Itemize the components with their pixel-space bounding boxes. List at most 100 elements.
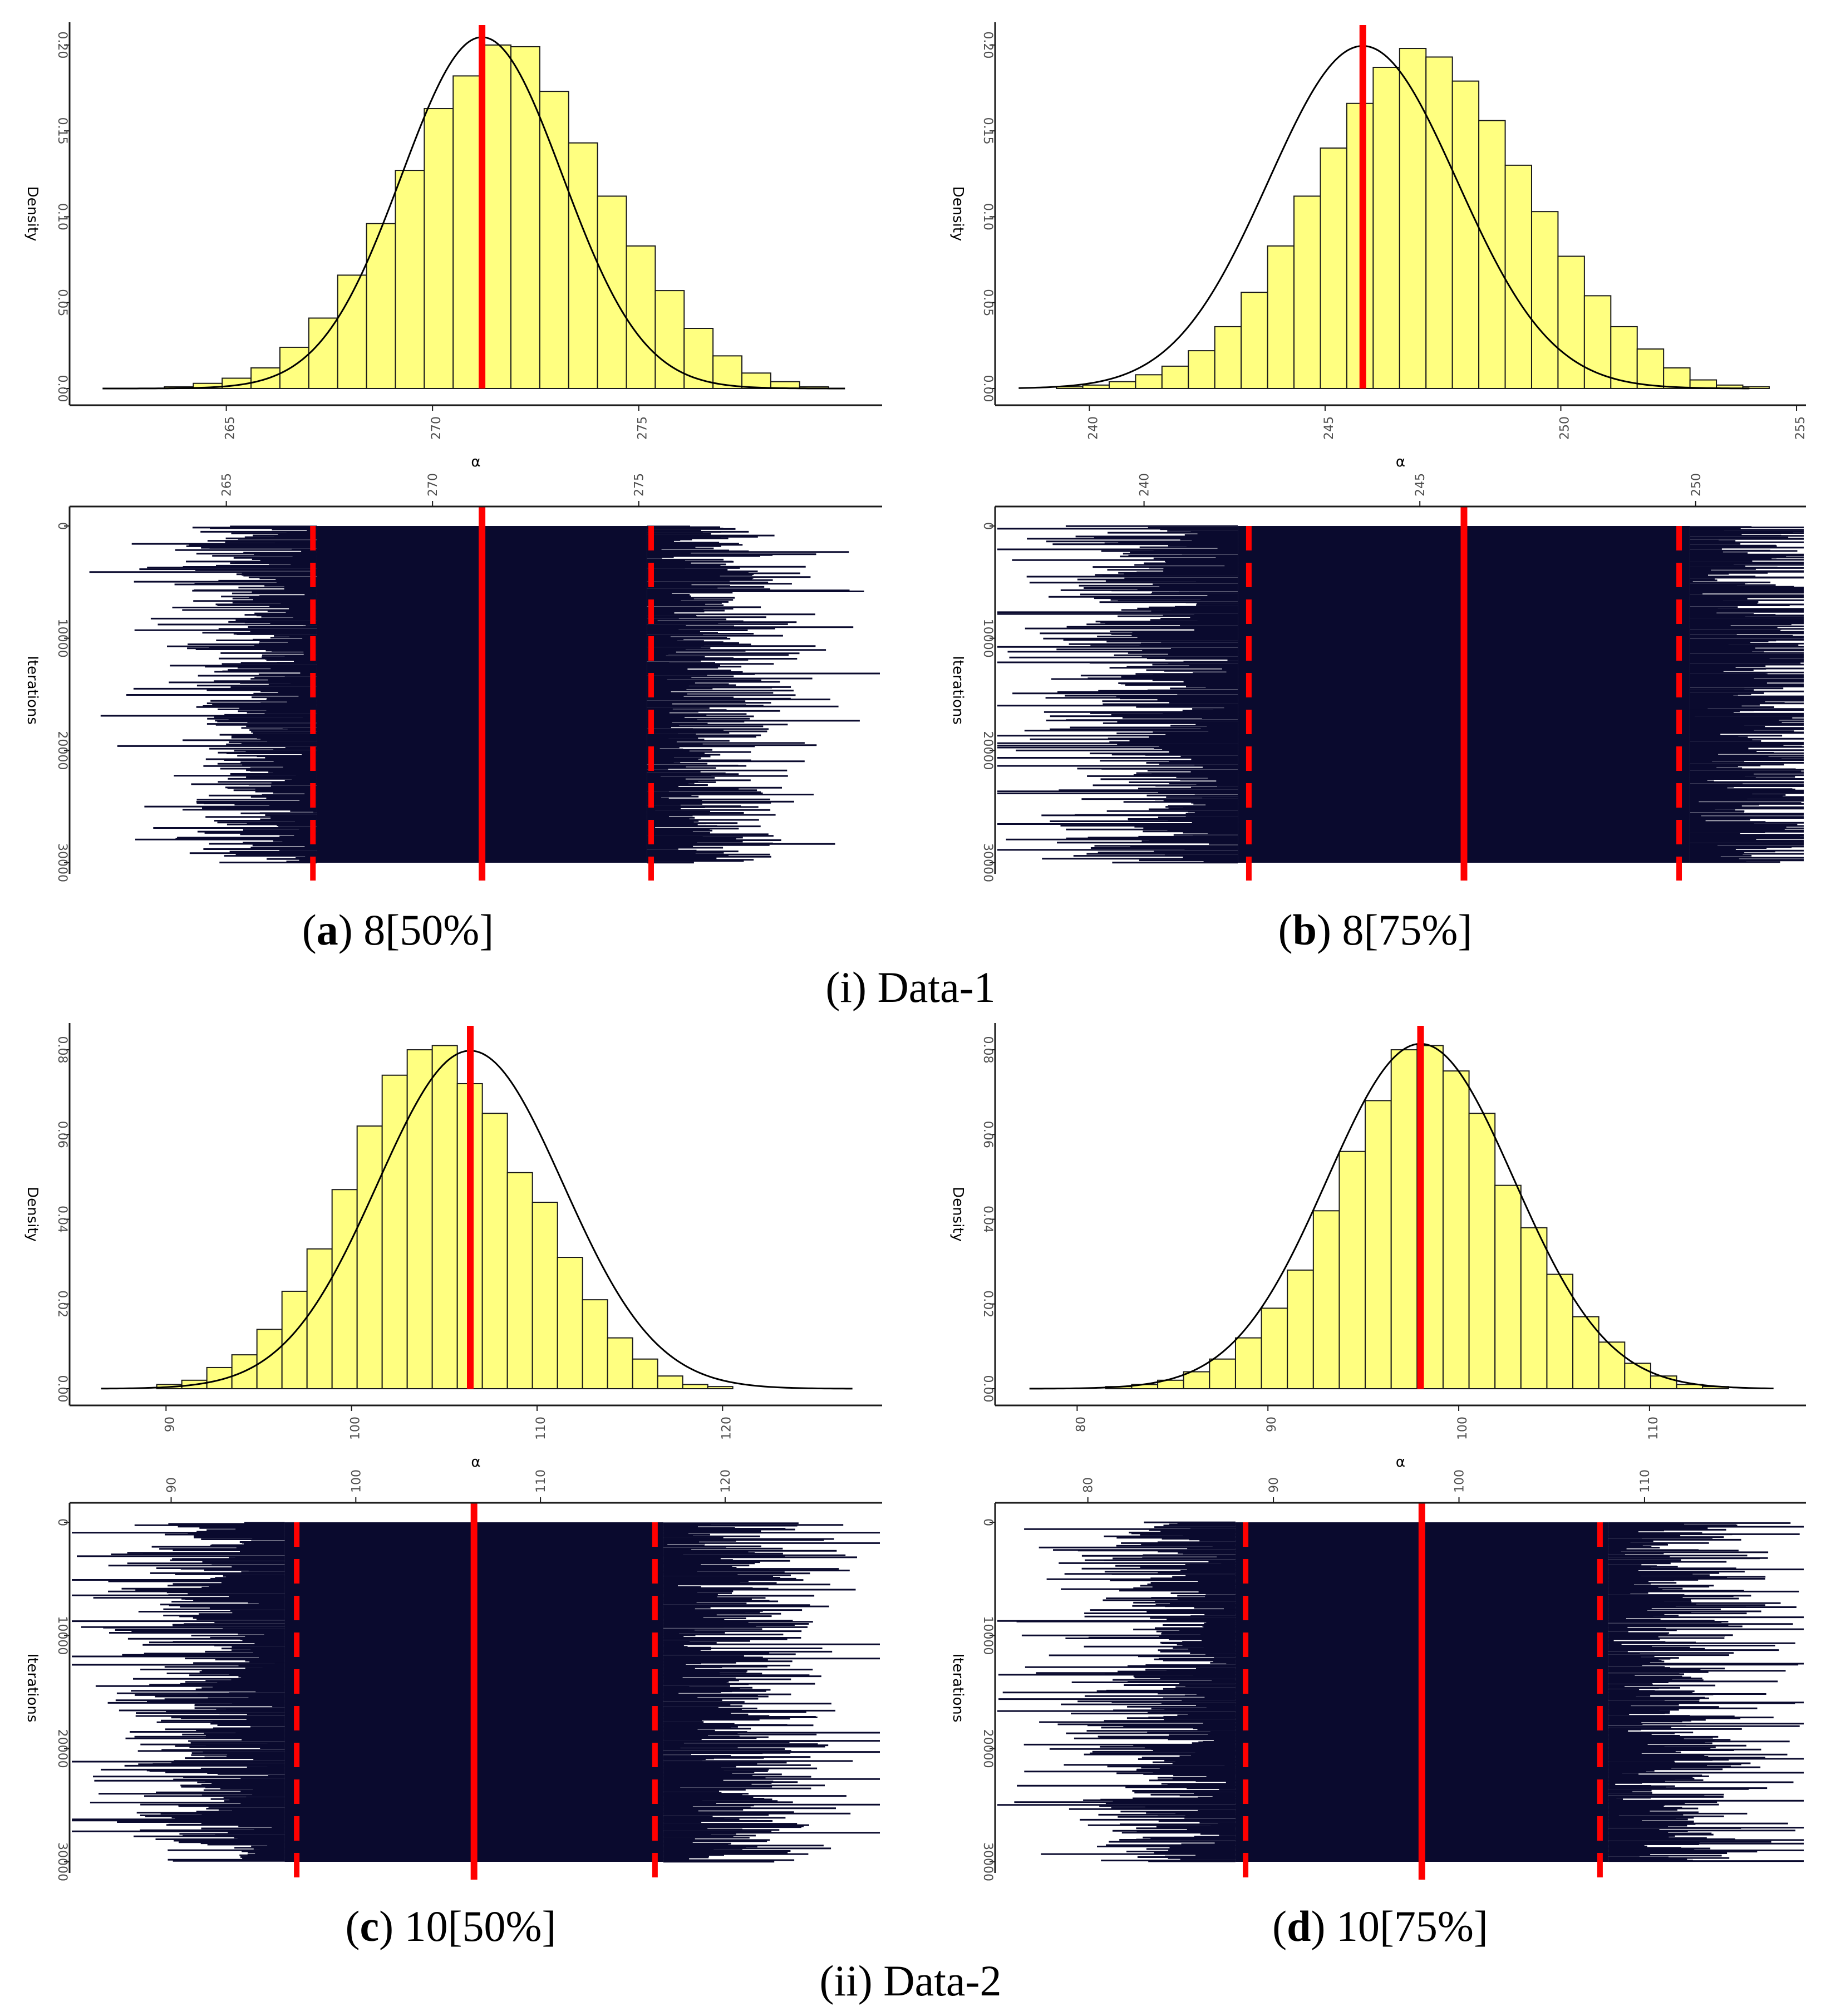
x-tick-label: 100 — [1456, 1417, 1470, 1440]
density-plot-b: 240 245 250 255 0.00 0.05 0.10 0.15 0.20 α Density — [949, 22, 1808, 470]
y-tick-label: 0.00 — [55, 375, 69, 402]
y-tick-label: 0.08 — [55, 1036, 69, 1064]
caption-a-text: 8[50%] — [363, 906, 494, 954]
histogram-bar — [682, 1384, 708, 1389]
y-tick-label: 20000 — [981, 1729, 995, 1768]
histogram-bar — [356, 1125, 383, 1389]
x-tick-label: 250 — [1558, 416, 1572, 440]
y-axis-title: Iterations — [24, 656, 41, 725]
trace-plot-b: 240 245 250 0 10000 20000 30000 Iterations — [949, 473, 1806, 882]
histogram-bar — [1214, 326, 1242, 389]
histogram-bar — [1320, 147, 1347, 389]
histogram-bar — [481, 44, 511, 390]
x-tick-label: 240 — [1086, 416, 1100, 440]
x-axis-title: α — [471, 454, 480, 470]
x-tick-label: 100 — [1453, 1469, 1467, 1493]
y-axis-title: Density — [949, 1187, 966, 1242]
histogram-bar — [1390, 1049, 1418, 1390]
y-tick-label: 0.04 — [55, 1206, 69, 1233]
x-tick-label: 120 — [720, 1417, 734, 1440]
density-plot-a: 265 270 275 0.00 0.05 0.10 0.15 0.20 α Density — [24, 22, 882, 470]
histogram-bar — [1287, 1269, 1314, 1390]
y-tick-label: 0.20 — [981, 31, 995, 58]
y-tick-label: 30000 — [55, 1842, 69, 1881]
y-tick-label: 0.15 — [55, 117, 69, 145]
y-tick-label: 10000 — [981, 1616, 995, 1655]
histogram-bar — [1109, 381, 1136, 389]
x-axis-title: α — [471, 1454, 480, 1471]
x-tick-label: 100 — [350, 1469, 363, 1493]
histogram-bar — [1161, 365, 1189, 390]
x-tick-label: 265 — [220, 473, 234, 496]
histogram-bar — [1663, 367, 1691, 389]
histogram-bar — [557, 1257, 583, 1390]
panel-c: 90 100 110 1200.000.020.040.060.08αDensity … — [24, 1023, 882, 1950]
histogram-bar — [1135, 374, 1163, 389]
caption-a: (a) 8[50%] — [302, 906, 494, 954]
y-tick-label: 0.02 — [981, 1290, 995, 1317]
group-label-data-1: (i) Data-1 — [825, 963, 995, 1011]
caption-d-text: 10[75%] — [1336, 1902, 1488, 1950]
trace-samples — [72, 1522, 880, 1863]
density-plot-c: 90 100 110 120 0.00 0.02 0.04 0.06 0.08 α Density — [24, 1023, 882, 1471]
histogram-bar — [1598, 1341, 1626, 1390]
histogram-bar — [395, 170, 425, 389]
histogram-bar — [1183, 1371, 1210, 1390]
x-tick-label: 90 — [165, 1477, 179, 1493]
x-tick-label: 275 — [636, 416, 650, 440]
x-tick-label: 110 — [1647, 1417, 1661, 1440]
y-tick-label: 0.05 — [981, 289, 995, 316]
histogram-bar — [1188, 350, 1215, 389]
x-tick-label: 90 — [1265, 1417, 1279, 1432]
y-tick-label: 0.02 — [55, 1290, 69, 1317]
caption-c-text: 10[50%] — [405, 1902, 557, 1950]
y-tick-label: 30000 — [55, 843, 69, 882]
y-tick-label: 0.00 — [981, 1375, 995, 1403]
y-tick-label: 20000 — [55, 731, 69, 770]
histogram-bar — [626, 245, 656, 389]
histogram-bar — [250, 367, 280, 389]
histogram-bar — [582, 1299, 608, 1389]
y-tick-label: 20000 — [981, 731, 995, 770]
histogram-bar — [632, 1358, 658, 1389]
x-tick-label: 100 — [349, 1417, 363, 1440]
histogram-bars — [1056, 48, 1770, 390]
histogram-bar — [1261, 1307, 1288, 1389]
y-tick-label: 0 — [55, 522, 69, 530]
histogram-bar — [1520, 1227, 1548, 1389]
x-tick-label: 270 — [426, 473, 440, 496]
histogram-bar — [531, 1202, 558, 1390]
y-tick-label: 20000 — [55, 1729, 69, 1768]
panel-a: 265 270 275 0.00 0.05 0.10 0.15 0.20 α Density 26… — [24, 22, 882, 954]
histogram-bar — [510, 46, 540, 389]
histogram-bar — [1494, 1184, 1522, 1389]
histogram-bar — [1267, 245, 1295, 389]
histogram-bar — [308, 317, 338, 389]
histogram-bar — [1650, 1375, 1677, 1389]
histogram-bar — [1583, 295, 1612, 389]
histogram-bar — [1082, 384, 1110, 390]
histogram-bar — [568, 142, 598, 389]
x-tick-label: 110 — [1638, 1469, 1652, 1493]
histogram-bar — [1372, 66, 1400, 390]
histogram-bar — [607, 1337, 633, 1389]
histogram-bar — [1338, 1150, 1366, 1389]
y-tick-label: 0.10 — [981, 203, 995, 230]
histogram-bar — [1293, 195, 1321, 389]
x-tick-label: 245 — [1414, 473, 1428, 496]
x-tick-label: 80 — [1074, 1417, 1088, 1432]
histogram-bar — [657, 1375, 683, 1389]
y-tick-label: 0.05 — [55, 289, 69, 316]
y-tick-label: 0 — [981, 522, 995, 530]
trace-plot-d: 80 90 100 110 0 10000 20000 30000 Iterations — [949, 1469, 1806, 1881]
histogram-bar — [539, 91, 569, 390]
x-tick-label: 265 — [224, 416, 238, 440]
density-curve — [1029, 1043, 1774, 1390]
trace-samples — [997, 1521, 1804, 1862]
y-axis-title: Density — [949, 186, 966, 242]
caption-a-letter: a — [317, 906, 338, 954]
y-tick-label: 0 — [981, 1518, 995, 1526]
histogram-bar — [1234, 1337, 1262, 1389]
density-plot-d: 80 90 100 110 0.00 0.02 0.04 0.06 0.08 α Density — [949, 1023, 1806, 1471]
